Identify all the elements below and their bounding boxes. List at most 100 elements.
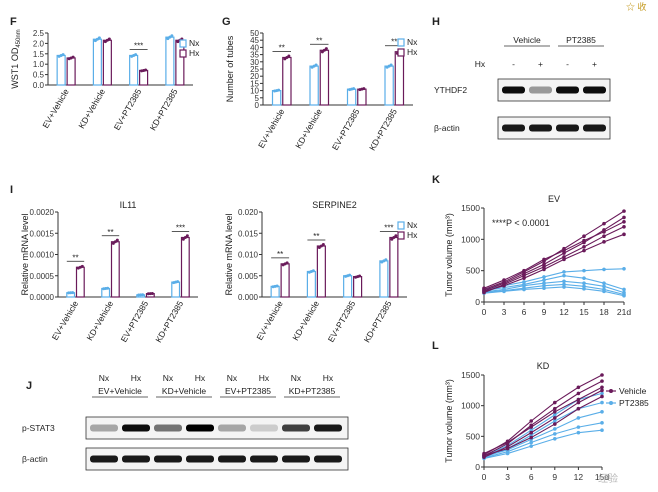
x-tick-label: 6 — [522, 307, 527, 317]
blot-band-label: YTHDF2 — [434, 85, 467, 95]
pt2385-point — [622, 287, 626, 292]
y-tick-label: 20 — [250, 72, 259, 81]
x-tick-label: 21d — [617, 307, 631, 317]
bar — [66, 57, 76, 86]
pt2385-point — [576, 425, 581, 429]
significance-annotation: ****P < 0.0001 — [492, 218, 550, 228]
pt2385-point — [522, 280, 526, 284]
pt2385-point — [582, 287, 586, 291]
y-tick-label: 10 — [250, 87, 259, 96]
vehicle-point — [600, 385, 604, 390]
blot-band — [529, 86, 552, 94]
x-tick-label: 3 — [505, 472, 510, 482]
bar — [139, 69, 149, 86]
vehicle-point — [553, 406, 557, 411]
x-category-label: KD+PT2385 — [362, 299, 394, 345]
vehicle-point — [622, 225, 626, 229]
vehicle-point — [600, 394, 604, 399]
vehicle-point — [529, 419, 533, 423]
vehicle-line — [483, 216, 625, 292]
data-point — [176, 280, 180, 284]
x-tick-label: 0 — [482, 307, 487, 317]
pt2385-point — [553, 413, 557, 417]
blot-group-label: KD+PT2385 — [289, 386, 336, 396]
vehicle-point — [505, 440, 510, 445]
vehicle-point — [522, 268, 526, 273]
vehicle-point — [553, 410, 557, 414]
legend-label: Hx — [189, 48, 200, 58]
pt2385-point — [553, 419, 557, 423]
legend-swatch — [397, 221, 405, 230]
pt2385-point — [522, 283, 526, 288]
bar — [180, 236, 190, 298]
bar — [389, 236, 399, 298]
data-point — [61, 53, 65, 57]
vehicle-point — [522, 273, 526, 278]
significance-label: *** — [134, 41, 143, 50]
bar — [171, 281, 181, 298]
blot-band — [282, 424, 310, 432]
vehicle-point — [600, 373, 604, 377]
y-tick-label: 1500 — [461, 370, 480, 380]
pt2385-point — [562, 285, 566, 289]
vehicle-point — [602, 240, 606, 244]
y-tick-label: 0.015 — [238, 229, 259, 238]
vehicle-point — [482, 453, 486, 458]
vehicle-point — [622, 215, 626, 220]
blot-band — [556, 86, 579, 94]
data-point — [170, 34, 174, 38]
x-category-label: KD+Vehicle — [84, 299, 115, 342]
pt2385-point — [562, 279, 566, 284]
vehicle-line — [483, 389, 603, 458]
x-tick-label: 9 — [552, 472, 557, 482]
bar — [75, 266, 85, 298]
x-category-label: EV+PT2385 — [119, 299, 151, 344]
y-tick-label: 1000 — [461, 401, 480, 411]
chart-panel-k: 0 500 1000 1500 0 3 6 9 12 15 18 21d EV Tumor volume … — [444, 194, 631, 317]
vehicle-line — [483, 380, 603, 457]
panel-label-l: L — [432, 340, 439, 352]
data-point — [321, 242, 325, 246]
y-tick-label: 50 — [250, 29, 259, 38]
blot-lane-label: Hx — [131, 373, 142, 383]
x-category-label: EV+Vehicle — [254, 299, 285, 342]
significance-label: ** — [277, 250, 283, 259]
vehicle-point — [622, 209, 626, 213]
bar — [270, 285, 280, 298]
y-tick-label: 0.000 — [238, 293, 259, 302]
y-axis-label: Number of tubes — [225, 35, 235, 102]
vehicle-point — [542, 267, 546, 272]
vehicle-line — [483, 374, 603, 456]
legend-label: Nx — [407, 37, 418, 47]
data-point — [113, 240, 117, 244]
y-axis-label: Relative mRNA level — [20, 213, 30, 295]
blot-band — [122, 424, 150, 432]
y-tick-label: 25 — [250, 65, 259, 74]
vehicle-point — [502, 278, 506, 282]
vehicle-point — [482, 286, 486, 291]
bar — [129, 54, 139, 86]
data-point — [311, 269, 315, 273]
data-point — [183, 236, 187, 239]
vehicle-line — [483, 221, 625, 289]
chart-panel-i-il11: 0.0000 0.0005 0.0010 0.0015 0.0020 IL11 Relati… — [20, 200, 198, 344]
legend-marker — [609, 389, 613, 393]
blot-band — [122, 455, 150, 463]
chart-panel-f: 0.00.5 1.01.5 2.02.5 WST1 OD450nm EV+Vehicle… — [10, 29, 200, 132]
chart-panel-i-serpine2: 0.000 0.005 0.010 0.015 0.020 SERPINE2 Relativ… — [224, 200, 418, 345]
vehicle-point — [582, 245, 586, 249]
pt2385-point — [562, 270, 566, 274]
pt2385-point — [582, 268, 586, 273]
pt2385-point — [529, 444, 533, 448]
data-point — [134, 53, 138, 57]
bar — [110, 241, 120, 298]
blot-band — [583, 86, 606, 94]
blot-band — [282, 455, 310, 463]
x-category-label: EV+Vehicle — [256, 107, 287, 150]
vehicle-point — [622, 219, 626, 224]
vehicle-point — [622, 232, 626, 237]
y-tick-label: 30 — [250, 58, 259, 67]
vehicle-point — [600, 388, 604, 393]
vehicle-point — [482, 289, 486, 294]
vehicle-point — [600, 379, 604, 383]
